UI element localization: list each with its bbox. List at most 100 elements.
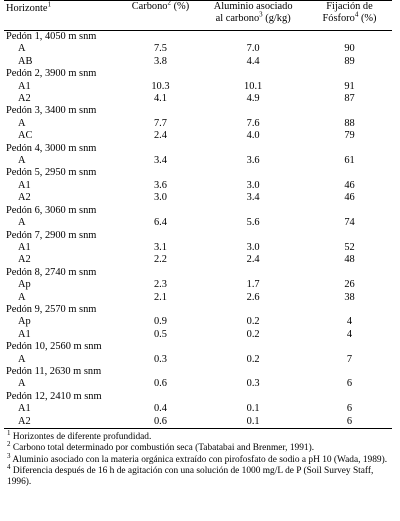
horizon-cell: A1 (18, 403, 31, 415)
aluminio-cell: 2.4 (246, 254, 260, 266)
carbono-cell: 2.2 (153, 254, 167, 266)
horizon-cell: A1 (18, 179, 31, 191)
fijacion-cell: 38 (344, 291, 355, 303)
carbono-cell: 3.8 (153, 55, 167, 67)
aluminio-cell: 0.1 (199, 415, 308, 429)
aluminio-cell: 4.4 (246, 55, 260, 67)
aluminio-cell: 0.3 (246, 378, 260, 390)
aluminio-cell: 3.4 (246, 192, 260, 204)
fijacion-cell: 48 (344, 254, 355, 266)
horizon-cell: A (18, 291, 26, 303)
carbono-cell: 6.4 (153, 217, 167, 229)
aluminio-cell: 7.6 (246, 117, 260, 129)
carbono-cell: 0.6 (121, 415, 200, 429)
fijacion-cell: 91 (344, 80, 355, 92)
table-row: A1 10.3 10.1 91 (4, 81, 392, 93)
carbono-cell: 7.5 (153, 43, 167, 55)
aluminio-cell: 0.2 (246, 353, 260, 365)
footnote: 2 Carbono total determinado por combusti… (7, 440, 315, 454)
horizon-cell: A (18, 378, 26, 390)
table-row: A 6.4 5.6 74 (4, 217, 392, 229)
carbono-cell: 0.9 (153, 316, 167, 328)
fijacion-cell: 88 (344, 117, 355, 129)
pedon-label: Pedón 2, 3900 m snm (6, 68, 97, 80)
aluminio-cell: 1.7 (246, 279, 260, 291)
horizon-cell: A1 (18, 241, 31, 253)
soil-data-table: Horizonte1 Carbono2 (%) Aluminio asociad… (4, 0, 392, 429)
fijacion-cell: 89 (344, 55, 355, 67)
horizon-cell: Ap (18, 279, 31, 291)
pedon-label: Pedón 5, 2950 m snm (6, 167, 97, 179)
aluminio-cell: 2.6 (246, 291, 260, 303)
horizon-cell: A (18, 217, 26, 229)
table-row: A2 3.0 3.4 46 (4, 192, 392, 204)
table-row: A1 0.4 0.1 6 (4, 403, 392, 415)
carbono-cell: 3.4 (153, 155, 167, 167)
pedon-row: Pedón 11, 2630 m snm (4, 366, 392, 378)
fijacion-cell: 87 (344, 93, 355, 105)
horizon-cell: A (18, 155, 26, 167)
aluminio-cell: 3.0 (246, 179, 260, 191)
pedon-row: Pedón 12, 2410 m snm (4, 391, 392, 403)
table-row: AC 2.4 4.0 79 (4, 130, 392, 142)
col-header-fijacion: Fijación de Fósforo4 (%) (307, 0, 392, 31)
carbono-cell: 3.1 (153, 241, 167, 253)
pedon-row: Pedón 8, 2740 m snm (4, 267, 392, 279)
col-header-aluminio: Aluminio asociado al carbono3 (g/kg) (199, 0, 308, 31)
carbono-cell: 0.3 (153, 353, 167, 365)
fijacion-cell: 26 (344, 279, 355, 291)
aluminio-cell: 10.1 (244, 80, 263, 92)
carbono-cell: 2.3 (153, 279, 167, 291)
carbono-cell: 2.4 (153, 130, 167, 142)
horizon-cell: A (18, 353, 26, 365)
pedon-label: Pedón 4, 3000 m snm (6, 142, 97, 154)
carbono-cell: 3.6 (153, 179, 167, 191)
col-header-carbono: Carbono2 (%) (121, 0, 200, 31)
fijacion-cell: 79 (344, 130, 355, 142)
table-row: A 7.5 7.0 90 (4, 43, 392, 55)
pedon-label: Pedón 6, 3060 m snm (6, 204, 97, 216)
footnotes: 1 Horizontes de diferente profundidad. 2… (4, 428, 389, 488)
col-header-horizonte: Horizonte1 (4, 0, 122, 31)
horizon-cell: A (18, 43, 26, 55)
fijacion-cell: 6 (346, 378, 353, 390)
table-row: Ap 2.3 1.7 26 (4, 279, 392, 291)
pedon-label: Pedón 9, 2570 m snm (6, 303, 97, 315)
aluminio-cell: 0.1 (246, 403, 260, 415)
table-row: A 0.3 0.2 7 (4, 354, 392, 366)
fijacion-cell: 74 (344, 217, 355, 229)
horizon-cell: A2 (4, 415, 122, 429)
table-row: A1 3.6 3.0 46 (4, 180, 392, 192)
pedon-row: Pedón 5, 2950 m snm (4, 167, 392, 179)
carbono-cell: 10.3 (151, 80, 170, 92)
pedon-row: Pedón 7, 2900 m snm (4, 230, 392, 242)
carbono-cell: 0.5 (153, 328, 167, 340)
pedon-label: Pedón 1, 4050 m snm (6, 31, 97, 42)
horizon-cell: A1 (18, 328, 31, 340)
table-row: A1 0.5 0.2 4 (4, 329, 392, 341)
table-body: Pedón 1, 4050 m snm A 7.5 7.0 90 AB 3.8 4.4 89 Pe… (4, 31, 392, 429)
carbono-cell: 4.1 (153, 93, 167, 105)
table-header: Horizonte1 Carbono2 (%) Aluminio asociad… (4, 0, 392, 31)
aluminio-cell: 4.0 (246, 130, 260, 142)
aluminio-cell: 5.6 (246, 217, 260, 229)
horizon-cell: Ap (18, 316, 31, 328)
carbono-cell: 2.1 (153, 291, 167, 303)
fijacion-cell: 7 (346, 353, 353, 365)
pedon-row: Pedón 4, 3000 m snm (4, 143, 392, 155)
pedon-row: Pedón 3, 3400 m snm (4, 105, 392, 117)
fijacion-cell: 4 (346, 328, 353, 340)
table-row: A 0.6 0.3 6 (4, 378, 392, 390)
table-row: A 2.1 2.6 38 (4, 292, 392, 304)
table-row: A 3.4 3.6 61 (4, 155, 392, 167)
footnote: 1 Horizontes de diferente profundidad. (7, 428, 152, 442)
horizon-cell: A2 (18, 254, 31, 266)
pedon-label: Pedón 7, 2900 m snm (6, 229, 97, 241)
aluminio-cell: 0.2 (246, 316, 260, 328)
pedon-label: Pedón 3, 3400 m snm (6, 105, 97, 117)
pedon-label: Pedón 12, 2410 m snm (6, 390, 102, 402)
table-row: A1 3.1 3.0 52 (4, 242, 392, 254)
table-row: Ap 0.9 0.2 4 (4, 316, 392, 328)
pedon-label: Pedón 11, 2630 m snm (6, 365, 102, 377)
